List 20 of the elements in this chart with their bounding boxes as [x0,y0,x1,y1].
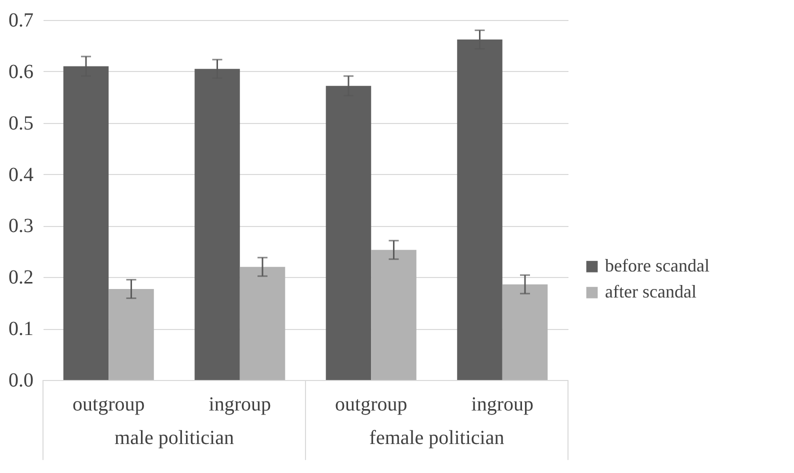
x-tick-label: ingroup [208,394,271,416]
bar [371,250,416,380]
legend-label: after scandal [605,282,696,302]
bar [502,284,548,380]
text: male politician [114,427,234,449]
y-tick-label: 0.6 [8,60,34,83]
y-tick-label: 0.3 [8,215,34,238]
x-tick-label: outgroup [72,394,145,416]
legend-label: before scandal [605,256,710,276]
y-tick-label: 0.4 [8,164,34,186]
y-tick-label: 0.1 [8,318,34,340]
y-tick-label: 0.7 [8,10,34,32]
y-tick-label: 0.0 [8,370,34,392]
x-tick-label: ingroup [471,394,534,416]
bar [240,266,286,380]
text: female politician [369,427,504,449]
y-tick-label: 0.2 [8,266,34,289]
y-tick-label: 0.5 [8,112,34,134]
bar [108,288,154,380]
x-tick-label: outgroup [335,394,408,416]
